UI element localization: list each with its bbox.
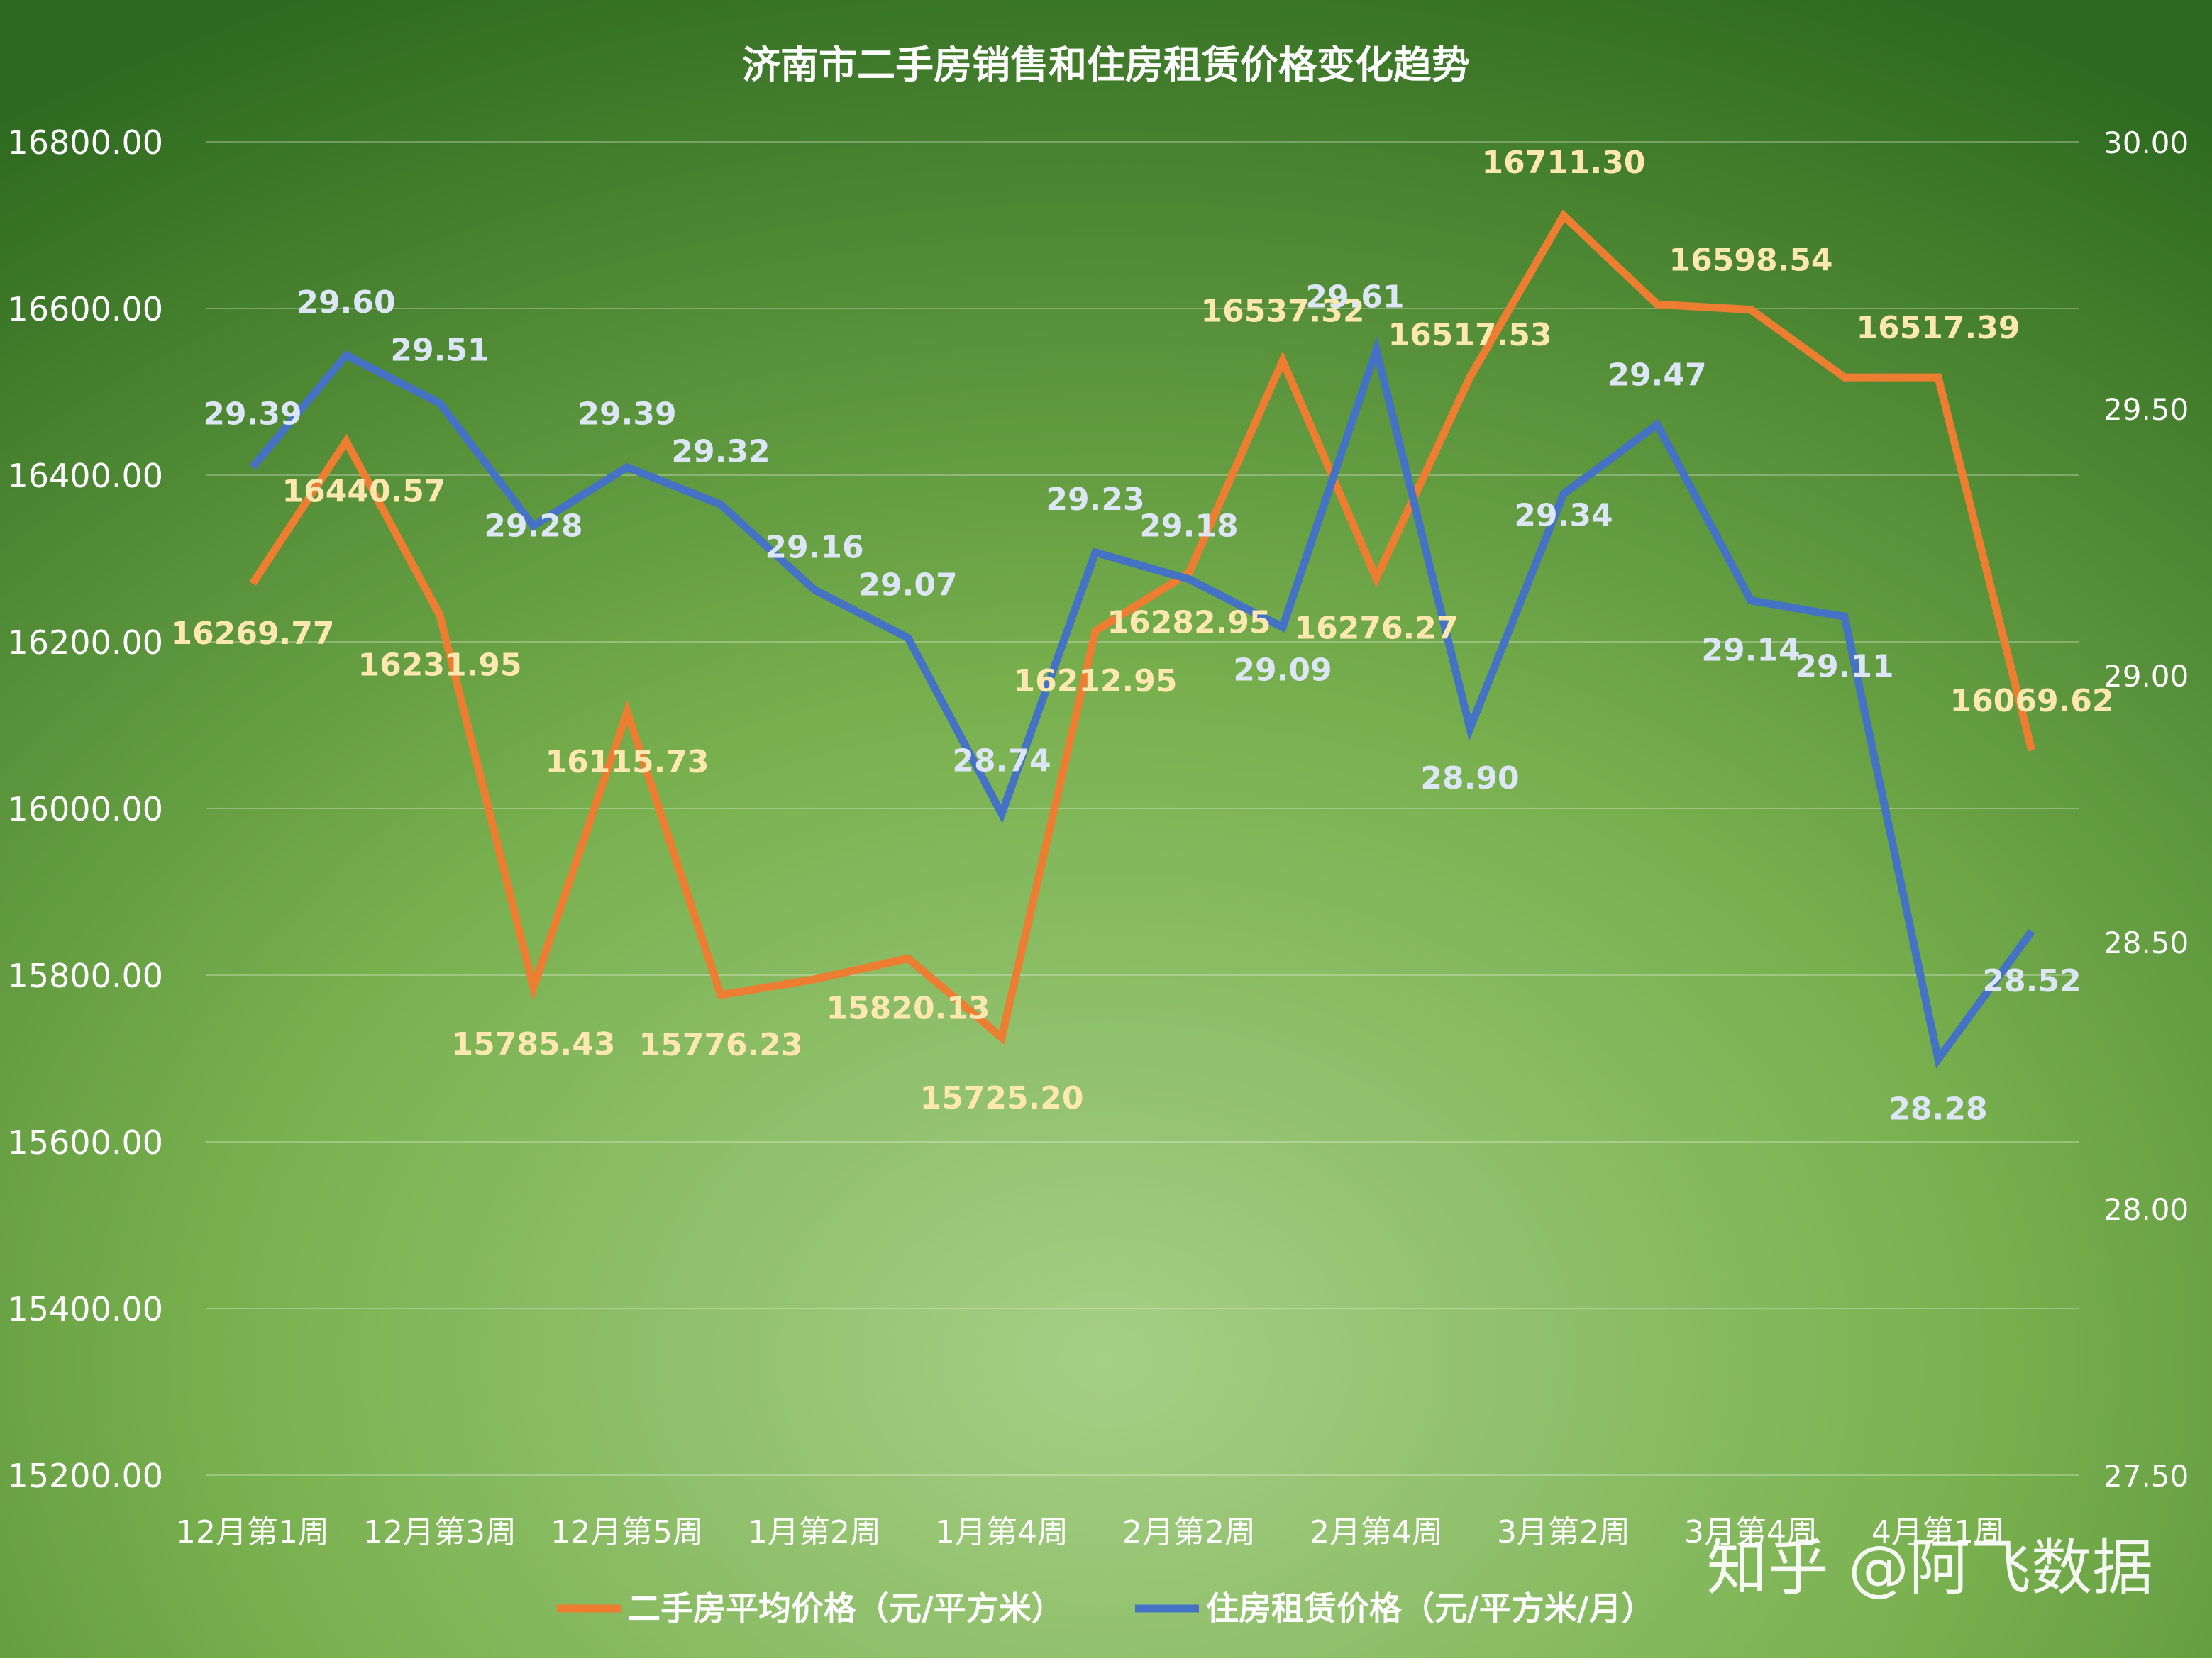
right-axis-tick-label: 27.50 [2103, 1459, 2189, 1494]
sale-price-data-label: 16440.57 [282, 473, 446, 509]
right-axis-tick-label: 29.50 [2103, 392, 2189, 427]
sale-price-data-label: 15776.23 [638, 1027, 802, 1063]
sale-price-data-label: 15725.20 [919, 1080, 1083, 1116]
left-axis-tick-label: 15200.00 [8, 1457, 164, 1495]
legend-label-sale-price: 二手房平均价格（元/平方米） [628, 1589, 1064, 1628]
series-line-sale-price [249, 209, 2036, 1045]
sale-price-data-label: 16517.53 [1388, 317, 1552, 353]
rent-price-data-label: 29.47 [1608, 357, 1706, 394]
rent-price-data-label: 29.09 [1233, 652, 1332, 688]
rent-price-data-label: 29.11 [1795, 648, 1893, 684]
x-axis-tick-label: 1月第4周 [935, 1514, 1068, 1550]
rent-price-data-label: 29.39 [577, 396, 676, 433]
sale-price-data-label: 16282.95 [1107, 605, 1271, 641]
sale-price-data-label: 15785.43 [451, 1026, 615, 1062]
right-axis-tick-label: 30.00 [2103, 126, 2189, 160]
sale-price-data-label: 16517.39 [1856, 310, 2020, 346]
watermark: 知乎 @阿飞数据 [1707, 1533, 2153, 1604]
x-axis-tick-label: 1月第2周 [748, 1514, 881, 1550]
rent-price-data-label: 29.28 [484, 508, 582, 544]
x-axis-tick-label: 12月第5周 [551, 1514, 704, 1550]
right-axis-tick-label: 28.00 [2103, 1192, 2189, 1227]
sale-price-data-label: 16711.30 [1481, 145, 1645, 181]
x-axis-tick-label: 3月第4周 [1684, 1514, 1818, 1550]
sale-price-data-label: 15820.13 [826, 990, 990, 1026]
rent-price-data-label: 29.34 [1514, 497, 1613, 533]
sale-price-data-label: 16537.32 [1200, 294, 1364, 330]
rent-price-data-label: 29.39 [203, 396, 302, 433]
rent-price-data-label: 29.14 [1701, 633, 1800, 669]
sale-price-data-label: 16269.77 [170, 616, 334, 652]
legend-label-rent-price: 住房租赁价格（元/平方米/月） [1206, 1589, 1654, 1628]
rent-price-data-label: 29.16 [765, 530, 863, 566]
x-axis-tick-label: 12月第3周 [363, 1514, 516, 1550]
sale-price-data-label: 16598.54 [1669, 243, 1832, 279]
left-axis-tick-label: 15600.00 [8, 1123, 164, 1162]
sale-price-data-label: 16212.95 [1013, 663, 1177, 699]
left-axis-tick-label: 16200.00 [8, 623, 164, 662]
x-axis-tick-label: 12月第1周 [176, 1514, 329, 1550]
x-axis-tick-label: 2月第2周 [1122, 1514, 1256, 1550]
series-line-rent-price [249, 335, 2035, 1069]
x-axis-tick-label: 3月第2周 [1497, 1514, 1630, 1550]
rent-price-data-label: 29.60 [297, 284, 395, 321]
rent-price-data-label: 28.28 [1889, 1091, 1987, 1127]
rent-price-data-label: 29.18 [1139, 509, 1238, 545]
left-axis-tick-label: 15400.00 [8, 1290, 164, 1328]
left-axis-tick-label: 16000.00 [8, 790, 164, 828]
sale-price-data-label: 16276.27 [1294, 610, 1458, 646]
x-axis-tick-label: 4月第1周 [1871, 1514, 2005, 1550]
sale-price-data-label: 16069.62 [1950, 683, 2113, 719]
chart-title: 济南市二手房销售和住房租赁价格变化趋势 [742, 43, 1470, 87]
sale-price-data-label: 16231.95 [358, 647, 521, 683]
rent-price-data-label: 28.74 [952, 743, 1051, 779]
rent-price-data-label: 29.07 [858, 567, 957, 603]
left-axis-tick-label: 15800.00 [8, 957, 164, 995]
rent-price-data-label: 29.32 [671, 433, 770, 470]
rent-price-data-label: 28.90 [1420, 760, 1519, 796]
rent-price-data-label: 29.23 [1046, 482, 1144, 518]
right-axis-tick-label: 29.00 [2103, 659, 2189, 694]
left-axis-tick-label: 16400.00 [8, 457, 164, 495]
x-axis-tick-label: 2月第4周 [1310, 1514, 1443, 1550]
left-axis-tick-label: 16600.00 [8, 290, 164, 328]
rent-price-data-label: 28.52 [1982, 963, 2081, 999]
left-axis-tick-label: 16800.00 [8, 123, 164, 162]
sale-price-data-label: 16115.73 [545, 744, 709, 780]
rent-price-data-label: 29.51 [390, 332, 489, 368]
right-axis-tick-label: 28.50 [2103, 926, 2189, 960]
rent-price-data-label: 29.61 [1305, 279, 1404, 315]
